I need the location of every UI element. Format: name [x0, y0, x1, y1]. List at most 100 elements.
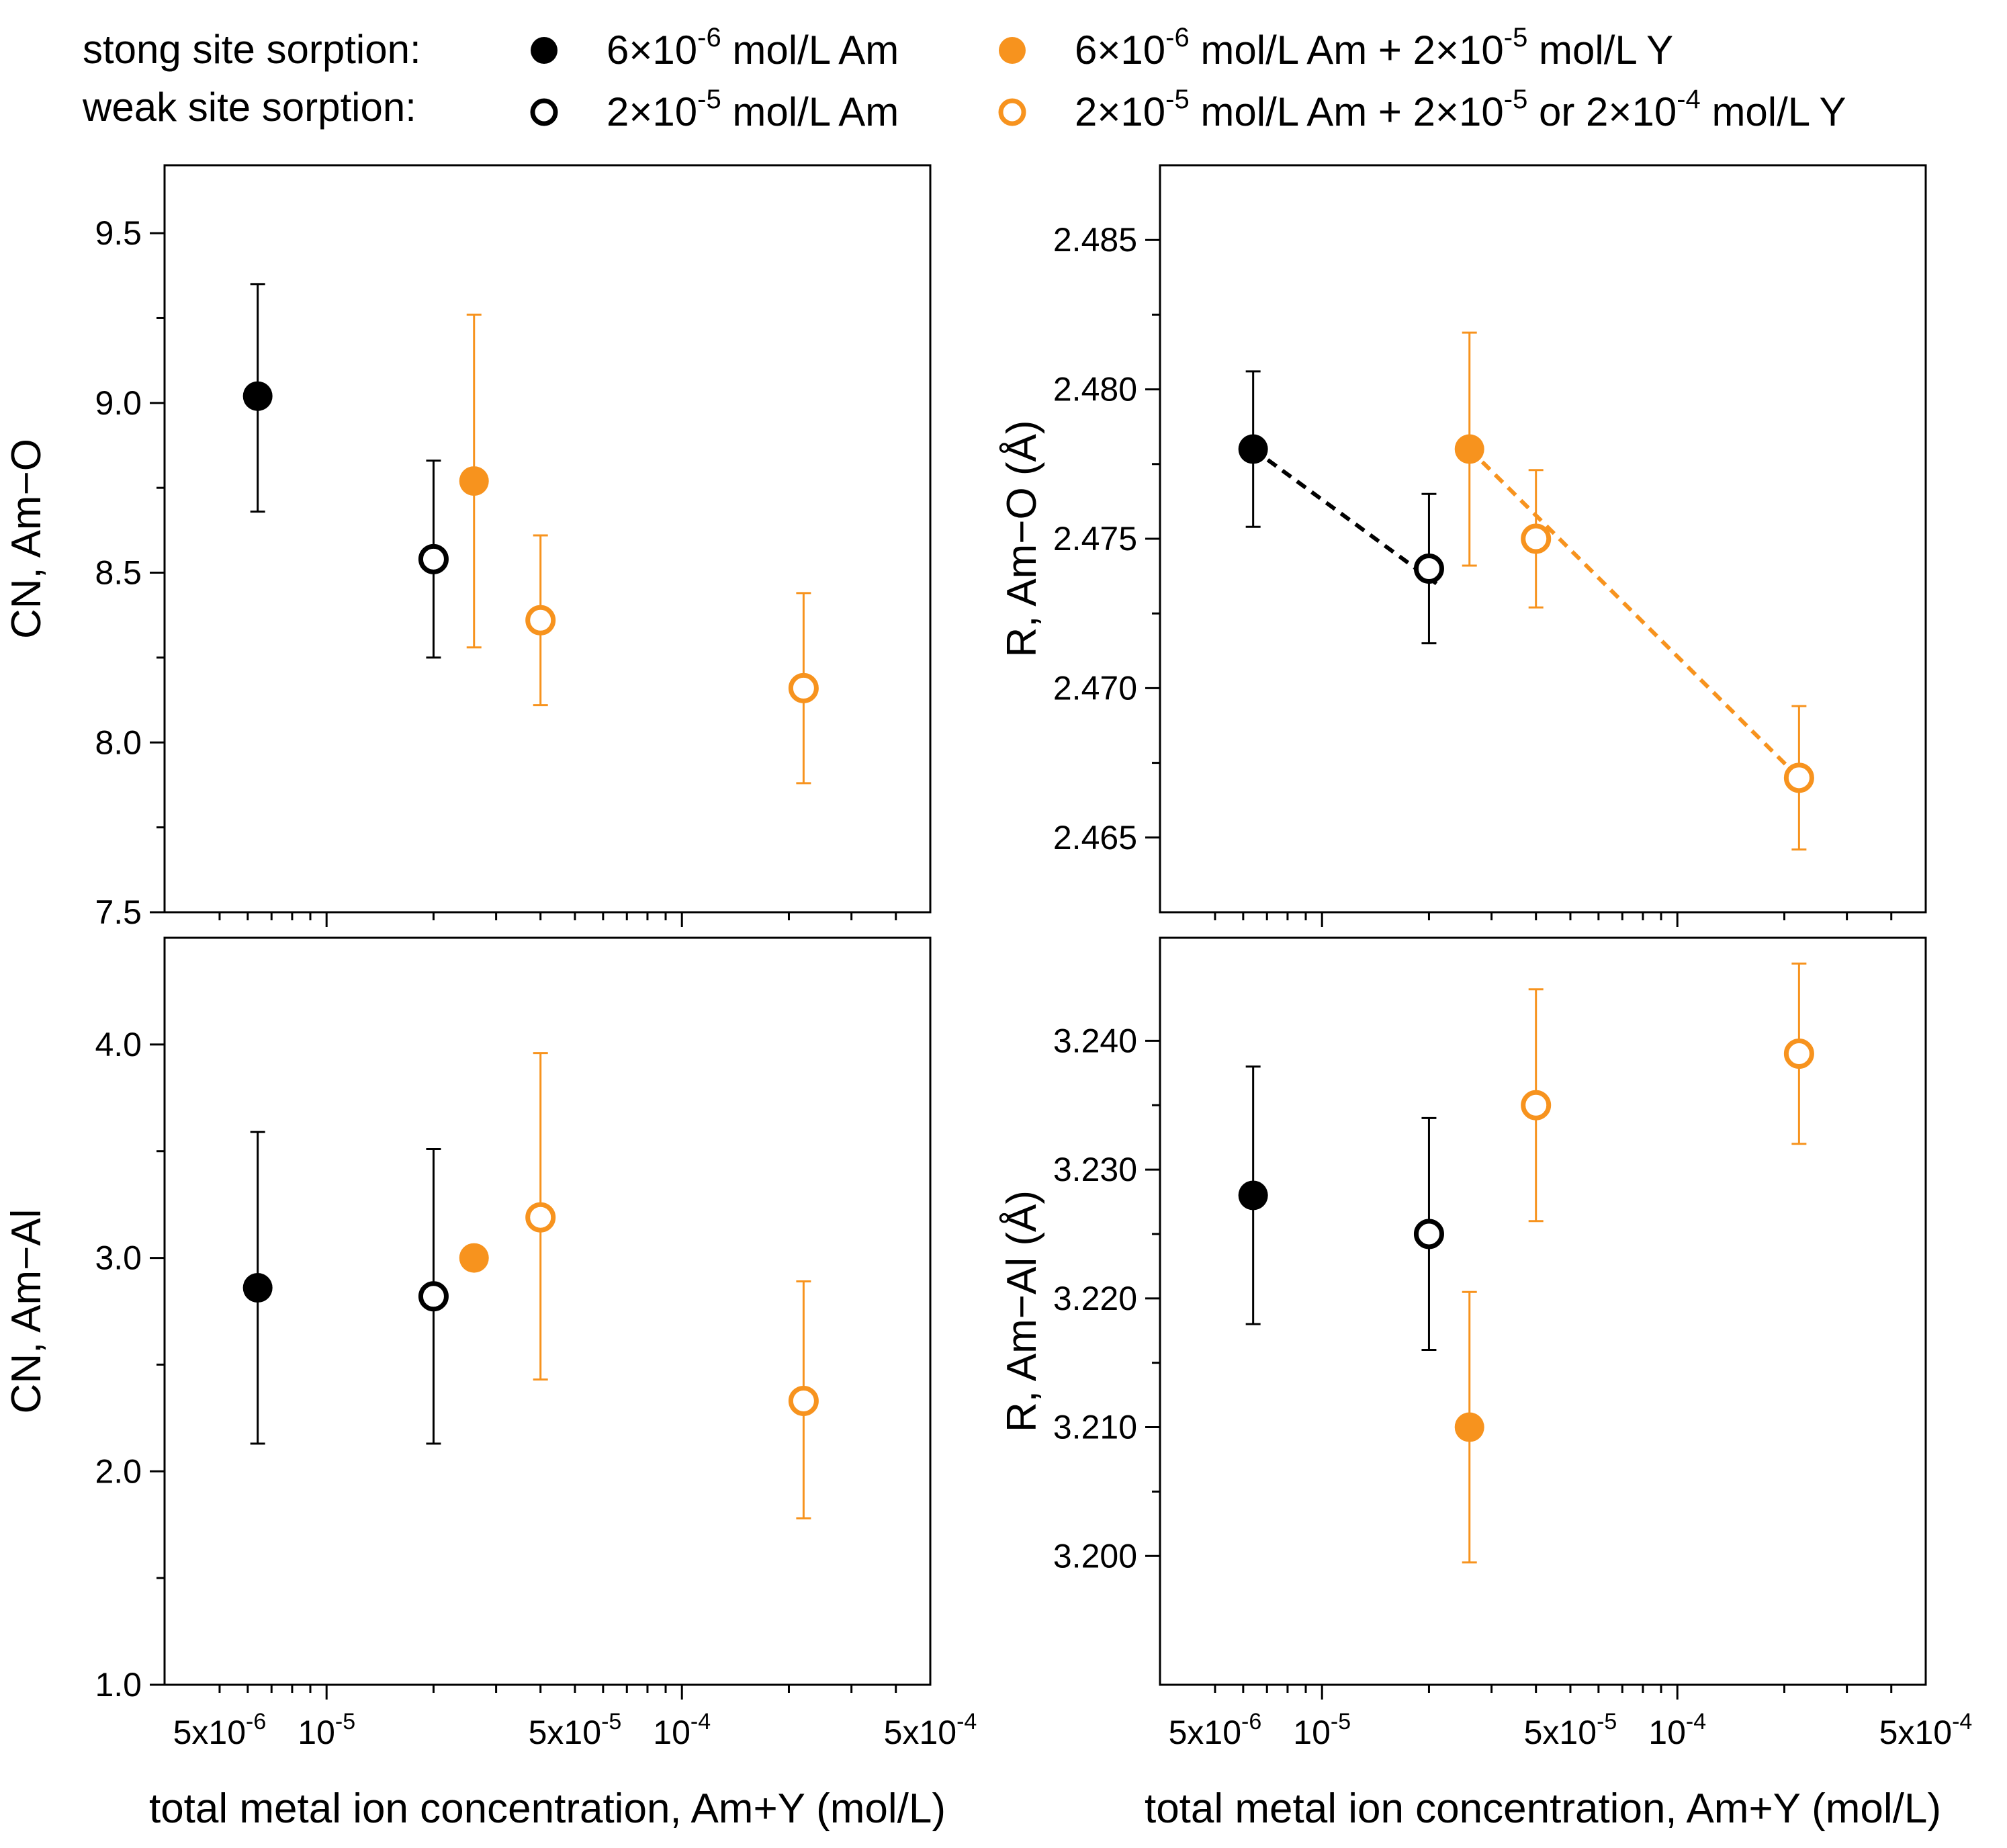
legend-text-strong-amy: 6×10-6​ mol/L Am + 2×10-5​ mol/L Y [1075, 23, 1673, 73]
plot-frame [163, 164, 932, 914]
y-tick-label: 3.0 [95, 1239, 142, 1277]
data-point [788, 1280, 819, 1520]
data-point [459, 1243, 489, 1273]
marker-filled [459, 1243, 489, 1273]
y-tick-label: 3.210 [1053, 1409, 1137, 1446]
y-tick-label: 2.480 [1053, 371, 1137, 408]
data-point [418, 1148, 449, 1445]
marker-filled [1454, 434, 1484, 464]
panel-r-amo: 2.465 2.470 2.475 2.480 2.485 R, Am−O (Å) [999, 164, 1927, 927]
marker-open [525, 605, 556, 635]
marker-open [1783, 1039, 1814, 1069]
y-tick-label: 9.0 [95, 384, 142, 422]
data-point [1238, 1065, 1268, 1325]
x-axis-label-left: total metal ion concentration, Am+Y (mol… [149, 1786, 946, 1832]
y-tick-label: 1.0 [95, 1666, 142, 1704]
x-axis-labels: total metal ion concentration, Am+Y (mol… [149, 1786, 1941, 1832]
x-tick-label: 10-4​ [1648, 1709, 1706, 1751]
data-point [1783, 962, 1814, 1145]
y-tick-label: 3.200 [1053, 1537, 1137, 1575]
y-axis-label: CN, Am−O [3, 439, 50, 639]
marker-open [788, 1385, 819, 1416]
data-point [1413, 492, 1444, 645]
data-point [1413, 1116, 1444, 1352]
data-point [1454, 1290, 1484, 1564]
marker-open [418, 1281, 449, 1312]
x-tick-label: 10-5​ [298, 1709, 355, 1751]
y-tick-label: 2.465 [1053, 819, 1137, 856]
marker-open [418, 543, 449, 574]
data-point [525, 1052, 556, 1381]
data-point [525, 534, 556, 707]
marker-open [1521, 523, 1552, 554]
marker-open [788, 672, 819, 703]
plot-frame [163, 936, 932, 1686]
marker-open [1783, 762, 1814, 793]
y-tick-label: 9.5 [95, 214, 142, 252]
x-tick-label: 5x10-4​ [1879, 1709, 1973, 1751]
data-point [418, 459, 449, 659]
y-tick-label: 2.475 [1053, 520, 1137, 558]
legend-entry-strong-am: 6×10-6​ mol/L Am [531, 23, 899, 73]
y-tick-label: 3.240 [1053, 1022, 1137, 1059]
y-tick-label: 3.220 [1053, 1280, 1137, 1317]
plot-frame [1159, 936, 1927, 1686]
marker-filled [1238, 1180, 1268, 1211]
marker-filled [242, 1273, 273, 1303]
y-tick-label: 8.0 [95, 723, 142, 761]
x-tick-label: 5x10-4​ [884, 1709, 977, 1751]
marker-filled [242, 381, 273, 411]
legend-entry-strong-amy: 6×10-6​ mol/L Am + 2×10-5​ mol/L Y [999, 23, 1673, 73]
panel-cn-amo: 7.5 8.0 8.5 9.0 9.5 CN, Am−O [3, 164, 932, 931]
marker-filled [1454, 1412, 1484, 1442]
data-point [1521, 469, 1552, 609]
data-point [1521, 988, 1552, 1223]
x-tick-label: 10-5​ [1293, 1709, 1351, 1751]
data-point [1783, 705, 1814, 851]
legend-marker-filled [531, 37, 558, 64]
panel-cn-amal: 1.0 2.0 3.0 4.0 5x10-6​ 10-5​ 5x10-5​ 10-4​ 5x10… [3, 936, 977, 1751]
data-point [242, 1131, 273, 1445]
marker-filled [1238, 434, 1268, 464]
data-point [1454, 331, 1484, 567]
legend-entry-weak-amy: 2×10-5​ mol/L Am + 2×10-5​ or 2×10-4​ mo… [998, 85, 1846, 134]
legend: stong site sorption: weak site sorption: 6… [82, 23, 1846, 134]
data-point [788, 592, 819, 785]
legend-weak-label: weak site sorption: [82, 85, 416, 130]
panels: 7.58.08.59.09.5CN, Am−O2.4652.4702.4752.… [3, 164, 1973, 1751]
trend-line [1251, 447, 1438, 586]
y-axis-label: CN, Am−Al [3, 1209, 50, 1414]
marker-filled [459, 466, 489, 496]
trend-line [1468, 447, 1801, 779]
y-tick-label: 2.470 [1053, 669, 1137, 707]
y-tick-label: 2.485 [1053, 221, 1137, 259]
marker-open [525, 1202, 556, 1233]
legend-marker-open [530, 98, 558, 126]
panel-r-amal: 3.200 3.210 3.220 3.230 3.240 5x10-6​ 10-5​ 5x1… [999, 936, 1973, 1751]
x-tick-label: 10-4​ [653, 1709, 711, 1751]
y-axis-label: R, Am−O (Å) [999, 420, 1045, 657]
y-tick-label: 4.0 [95, 1026, 142, 1063]
marker-open [1413, 553, 1444, 584]
x-tick-label: 5x10-6​ [173, 1709, 267, 1751]
legend-text-weak-amy: 2×10-5​ mol/L Am + 2×10-5​ or 2×10-4​ mo… [1075, 85, 1846, 134]
x-axis-label-right: total metal ion concentration, Am+Y (mol… [1145, 1786, 1941, 1832]
x-tick-label: 5x10-5​ [529, 1709, 622, 1751]
legend-marker-filled [999, 37, 1026, 64]
data-point [1238, 370, 1268, 528]
legend-marker-open [998, 98, 1026, 126]
data-point [242, 283, 273, 513]
legend-strong-label: stong site sorption: [83, 27, 421, 72]
y-tick-label: 8.5 [95, 554, 142, 592]
data-point [459, 313, 489, 649]
x-tick-label: 5x10-5​ [1524, 1709, 1617, 1751]
marker-open [1521, 1090, 1552, 1120]
legend-text-weak-am: 2×10-5​ mol/L Am [607, 85, 899, 134]
legend-entry-weak-am: 2×10-5​ mol/L Am [530, 85, 899, 134]
x-tick-label: 5x10-6​ [1169, 1709, 1262, 1751]
y-tick-label: 7.5 [95, 893, 142, 931]
y-tick-label: 2.0 [95, 1452, 142, 1490]
y-tick-label: 3.230 [1053, 1151, 1137, 1188]
